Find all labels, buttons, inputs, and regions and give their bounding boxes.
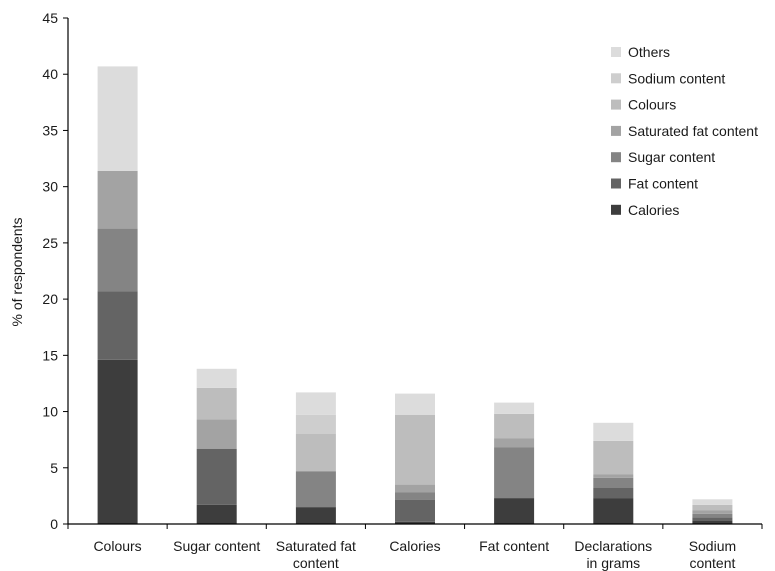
legend-label: Calories (628, 202, 679, 218)
bar-segment-saturated-fat-content-0 (97, 170, 138, 229)
y-tick-label: 30 (42, 179, 58, 195)
bar-segment-calories-5 (593, 498, 634, 524)
bar-segment-others-1 (196, 368, 237, 388)
legend-label: Fat content (628, 176, 698, 192)
x-category-label-line: Colours (93, 538, 141, 554)
bar-segment-sugar-content-5 (593, 477, 634, 488)
bar-segment-sugar-content-2 (295, 471, 336, 508)
legend-swatch (611, 73, 621, 84)
bar-segment-saturated-fat-content-4 (494, 438, 535, 448)
bar-segment-calories-2 (295, 507, 336, 524)
bar-segment-saturated-fat-content-3 (395, 484, 435, 493)
y-axis-title: % of respondents (9, 218, 25, 327)
bar-segment-sodium-content-2 (295, 414, 336, 434)
bar-segment-others-2 (295, 392, 336, 415)
bar-segment-calories-1 (196, 504, 237, 524)
x-category-label: Calories (389, 538, 440, 554)
bar-segment-calories-0 (97, 359, 138, 524)
x-category-label-line: Sugar content (173, 538, 260, 554)
x-category-label-line: content (293, 555, 339, 571)
y-ticks-group: 0 5 10 15 20 25 30 35 40 45 (42, 10, 68, 532)
x-category-label-line: Declarations (574, 538, 652, 554)
x-labels-group: Colours Sugar content Saturated fat content… (93, 538, 736, 571)
bar-segment-fat-content-0 (97, 291, 138, 360)
x-category-label: Colours (93, 538, 141, 554)
y-tick-label: 5 (50, 460, 58, 476)
y-tick-label: 0 (50, 516, 58, 532)
bar-segment-saturated-fat-content-1 (196, 419, 237, 449)
axes-group (67, 18, 763, 529)
bar-segment-colours-5 (593, 440, 634, 475)
bar-segment-colours-1 (196, 387, 237, 420)
legend-swatch (611, 99, 621, 110)
bars-group (97, 66, 733, 524)
legend-label: Sugar content (628, 149, 715, 165)
legend-label: Others (628, 44, 670, 60)
legend-swatch (611, 125, 621, 136)
y-tick-label: 45 (42, 10, 58, 26)
x-category-label: Fat content (479, 538, 549, 554)
bar-segment-others-3 (395, 393, 435, 415)
legend: Others Sodium content Colours Saturated fat… (611, 44, 758, 218)
bar-segment-sugar-content-4 (494, 447, 535, 499)
bar-segment-saturated-fat-content-5 (593, 474, 634, 478)
bar-segment-others-0 (97, 66, 138, 171)
bar-segment-others-6 (692, 499, 733, 505)
bar-segment-others-4 (494, 402, 535, 414)
x-category-label: Declarations in grams (574, 538, 652, 571)
legend-label: Saturated fat content (628, 123, 758, 139)
y-tick-label: 15 (42, 347, 58, 363)
legend-swatch (611, 204, 621, 215)
bar-segment-calories-3 (395, 521, 435, 524)
x-category-label: Sugar content (173, 538, 260, 554)
x-category-label-line: Fat content (479, 538, 549, 554)
bar-segment-others-5 (593, 422, 634, 441)
bar-segment-colours-4 (494, 413, 535, 439)
x-category-label-line: Sodium (689, 538, 736, 554)
legend-label: Colours (628, 97, 676, 113)
x-category-label-line: Saturated fat (276, 538, 356, 554)
bar-segment-colours-6 (692, 504, 733, 511)
legend-swatch (611, 152, 621, 163)
legend-swatch (611, 47, 621, 57)
legend-label: Sodium content (628, 70, 725, 86)
x-category-label: Sodium content (689, 538, 736, 571)
bar-segment-fat-content-6 (692, 517, 733, 521)
y-tick-label: 40 (42, 66, 58, 82)
bar-segment-calories-4 (494, 498, 535, 524)
bar-segment-saturated-fat-content-6 (692, 510, 733, 514)
x-category-label-line: content (689, 555, 735, 571)
bar-segment-sugar-content-6 (692, 513, 733, 518)
bar-segment-fat-content-3 (395, 499, 435, 522)
legend-swatch (611, 178, 621, 189)
bar-segment-colours-3 (395, 414, 435, 485)
x-category-label-line: in grams (586, 555, 640, 571)
x-category-label: Saturated fat content (276, 538, 356, 571)
bar-segment-calories-6 (692, 520, 733, 524)
y-tick-label: 20 (42, 291, 58, 307)
bar-segment-sugar-content-3 (395, 492, 435, 500)
y-tick-label: 25 (42, 235, 58, 251)
bar-segment-colours-2 (295, 434, 336, 472)
bar-segment-fat-content-5 (593, 488, 634, 499)
x-category-label-line: Calories (389, 538, 440, 554)
y-tick-label: 10 (42, 404, 58, 420)
bar-segment-sugar-content-0 (97, 228, 138, 292)
bar-segment-fat-content-1 (196, 448, 237, 505)
y-tick-label: 35 (42, 122, 58, 138)
